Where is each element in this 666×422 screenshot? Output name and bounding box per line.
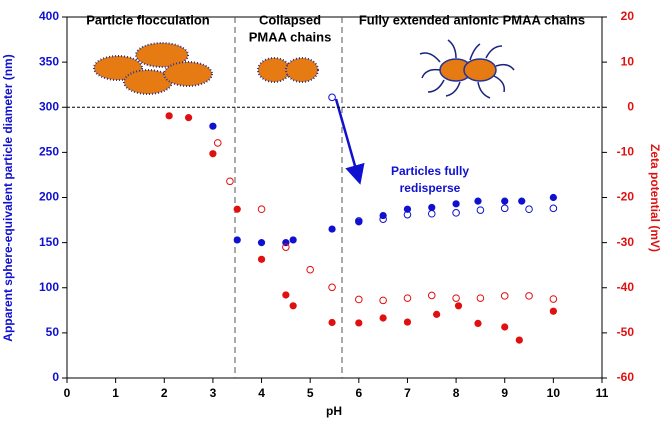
point xyxy=(474,197,482,205)
point xyxy=(476,294,485,302)
x-tick-label: 3 xyxy=(210,386,217,400)
x-tick-label: 6 xyxy=(355,386,362,400)
y-tick-label: 400 xyxy=(39,9,59,23)
point xyxy=(452,200,460,208)
x-tick-label: 8 xyxy=(453,386,460,400)
annotation: Collapsed xyxy=(259,12,321,27)
point xyxy=(282,291,290,299)
point xyxy=(328,93,336,102)
point xyxy=(476,206,485,214)
point xyxy=(328,318,336,327)
point xyxy=(500,204,509,213)
annotation: Particles fully xyxy=(391,164,469,178)
y2-tick-label: -10 xyxy=(617,145,635,159)
point xyxy=(501,323,509,331)
point xyxy=(184,114,193,122)
point xyxy=(257,255,266,263)
annotation: Particle flocculation xyxy=(86,12,210,27)
point xyxy=(289,236,297,244)
point xyxy=(452,209,460,217)
point xyxy=(355,295,363,304)
y-tick-label: 0 xyxy=(52,370,59,384)
point xyxy=(549,307,557,315)
y2-tick-label: 0 xyxy=(627,99,634,113)
point xyxy=(474,319,482,327)
point xyxy=(549,204,558,213)
y2-tick-label: -20 xyxy=(617,190,635,204)
point xyxy=(403,205,412,213)
y-tick-label: 100 xyxy=(39,280,59,294)
y2-tick-label: -30 xyxy=(617,235,635,249)
point xyxy=(379,215,387,223)
y2-tick-label: 20 xyxy=(621,9,635,23)
point xyxy=(500,292,509,300)
point xyxy=(328,225,336,233)
point xyxy=(428,203,436,212)
point xyxy=(213,139,222,147)
x-tick-label: 5 xyxy=(307,386,314,400)
point xyxy=(257,205,266,214)
x-tick-label: 4 xyxy=(258,386,265,400)
point xyxy=(226,177,234,186)
x-tick-label: 11 xyxy=(596,386,609,400)
x-tick-label: 0 xyxy=(64,386,71,400)
point xyxy=(209,150,217,158)
x-tick-label: 9 xyxy=(501,386,508,400)
point xyxy=(379,314,387,322)
point xyxy=(233,236,241,244)
y2-tick-label: -60 xyxy=(617,370,635,384)
annotation: PMAA chains xyxy=(249,29,332,44)
y2-tick-label: -40 xyxy=(617,280,635,294)
point xyxy=(165,112,173,120)
point xyxy=(233,205,241,213)
point xyxy=(306,265,314,274)
point xyxy=(403,294,412,302)
y-tick-label: 200 xyxy=(39,190,59,204)
point xyxy=(525,292,533,300)
x-tick-label: 7 xyxy=(404,386,411,400)
point xyxy=(525,205,533,214)
y-axis-label: Apparent sphere-equivalent particle diam… xyxy=(1,54,15,341)
y-tick-label: 50 xyxy=(46,325,60,339)
point xyxy=(209,122,217,130)
annotation: Fully extended anionic PMAA chains xyxy=(359,12,585,27)
point xyxy=(355,217,363,225)
point xyxy=(501,197,509,205)
y2-axis-label: Zeta potential (mV) xyxy=(648,144,662,252)
point xyxy=(452,294,460,302)
point xyxy=(515,336,523,344)
x-tick-label: 1 xyxy=(112,386,119,400)
point xyxy=(427,209,436,218)
x-tick-label: 2 xyxy=(161,386,168,400)
y-tick-label: 300 xyxy=(39,99,59,113)
point xyxy=(355,319,363,327)
point xyxy=(427,291,436,300)
point xyxy=(518,197,526,205)
x-axis-label: pH xyxy=(326,404,342,418)
annotation: redisperse xyxy=(400,181,461,195)
point xyxy=(257,239,266,247)
point xyxy=(549,295,558,303)
point xyxy=(328,283,336,292)
point xyxy=(454,302,463,310)
y-tick-label: 150 xyxy=(39,235,59,249)
y2-tick-label: -50 xyxy=(617,325,635,339)
point xyxy=(403,318,412,326)
y-tick-label: 350 xyxy=(39,54,59,68)
illustration xyxy=(93,39,515,99)
x-tick-label: 10 xyxy=(547,386,561,400)
point xyxy=(379,296,387,305)
point xyxy=(289,302,297,310)
point xyxy=(403,210,412,219)
y-tick-label: 250 xyxy=(39,145,59,159)
point xyxy=(549,193,557,202)
point xyxy=(433,310,441,318)
point xyxy=(282,243,290,251)
y2-tick-label: 10 xyxy=(621,54,635,68)
arrow xyxy=(334,98,365,185)
